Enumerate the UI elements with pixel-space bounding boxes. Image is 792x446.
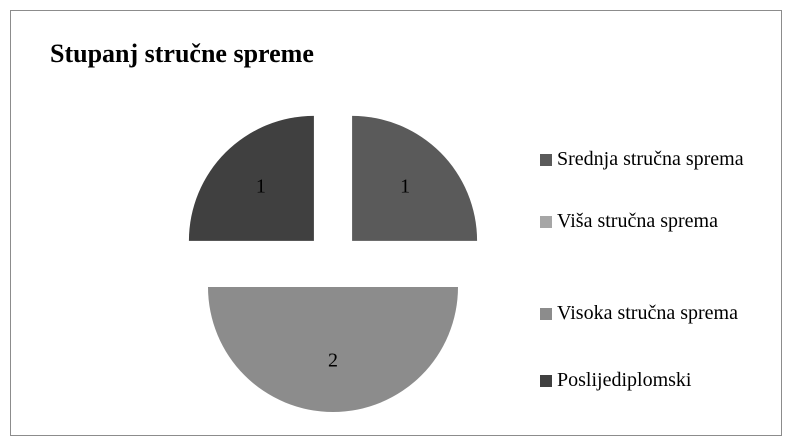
- legend-line: Poslijediplomski: [557, 369, 692, 391]
- chart-title: Stupanj stručne spreme: [50, 39, 314, 68]
- legend-label: Poslijediplomski: [557, 369, 692, 391]
- legend-swatch: [540, 375, 552, 387]
- legend-label: Visoka stručna sprema: [557, 302, 738, 324]
- data-label: 1: [400, 175, 410, 197]
- legend-label: Viša stručna sprema: [557, 210, 718, 232]
- legend-label: Srednja stručna sprema: [557, 148, 744, 170]
- legend-swatch: [540, 154, 552, 166]
- legend-line: Viša stručna sprema: [557, 210, 718, 232]
- legend-line: Visoka stručna sprema: [557, 302, 738, 324]
- legend-line: Srednja stručna sprema: [557, 148, 744, 170]
- legend-swatch: [540, 308, 552, 320]
- pie-slice: [208, 287, 458, 412]
- data-label: 2: [328, 350, 338, 372]
- data-label: 1: [256, 175, 266, 197]
- pie-slice: [188, 115, 314, 241]
- pie-slice: [352, 115, 478, 241]
- legend-swatch: [540, 216, 552, 228]
